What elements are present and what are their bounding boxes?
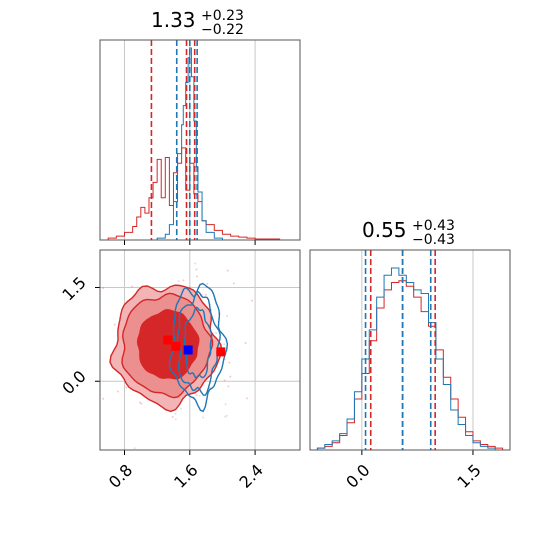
- sample-point-red: [300, 333, 302, 335]
- sample-point-red: [246, 397, 249, 400]
- sample-point-blue: [194, 262, 197, 265]
- sample-point-red: [125, 386, 128, 389]
- histogram-param-2-panel: 0.0 1.5: [309, 249, 511, 492]
- sample-point-red: [228, 361, 231, 364]
- y-tick-label: 0.0: [58, 367, 89, 398]
- sample-point-blue: [226, 315, 229, 318]
- plot-area: [310, 250, 510, 450]
- axes-frame: [99, 249, 301, 451]
- sample-point-red: [171, 416, 174, 419]
- param-2-upper-error: +0.43: [412, 218, 455, 234]
- sample-point-blue: [174, 418, 177, 421]
- sample-point-red: [251, 299, 254, 302]
- sample-point-blue: [180, 407, 183, 410]
- sample-point-blue: [223, 343, 226, 346]
- param-2-lower-error: −0.43: [412, 232, 455, 248]
- param-2-title: 0.55 +0.43 −0.43: [362, 218, 455, 248]
- sample-point-red: [229, 375, 232, 378]
- sample-point-blue: [225, 414, 228, 417]
- sample-point-blue: [174, 412, 177, 415]
- x-tick-label: 0.0: [342, 460, 373, 491]
- param-1-upper-error: +0.23: [201, 8, 244, 24]
- sample-point-blue: [215, 331, 218, 334]
- param-1-title: 1.33 +0.23 −0.22: [151, 8, 244, 38]
- sample-point-red: [196, 275, 199, 278]
- histogram-blue: [156, 47, 231, 241]
- marker-red: [163, 335, 173, 345]
- sample-point-blue: [202, 416, 205, 419]
- sample-point-red: [226, 269, 229, 272]
- joint-density-panel: 0.8 1.6 2.4 0.0 1.5: [58, 246, 302, 492]
- plot-area: [100, 40, 300, 240]
- x-tick-label: 1.5: [453, 460, 484, 491]
- marker-red: [171, 341, 181, 351]
- sample-point-red: [90, 333, 92, 335]
- sample-point-red: [102, 397, 105, 400]
- y-tick-label: 1.5: [58, 273, 89, 304]
- x-tick-label: 1.6: [170, 460, 201, 491]
- sample-point-red: [205, 293, 208, 296]
- sample-point-red: [244, 341, 247, 344]
- sample-point-blue: [224, 415, 227, 418]
- sample-point-red: [102, 287, 105, 290]
- density-layer: [90, 246, 302, 450]
- sample-point-blue: [133, 447, 136, 450]
- sample-point-red: [195, 268, 198, 271]
- param-2-median: 0.55: [362, 218, 407, 242]
- axes-frame: [99, 39, 301, 241]
- sample-point-red: [182, 279, 185, 282]
- param-1-lower-error: −0.22: [201, 22, 244, 38]
- sample-point-red: [227, 385, 230, 388]
- axes-frame: [309, 249, 511, 451]
- sample-point-red: [140, 402, 143, 405]
- sample-point-blue: [224, 403, 227, 406]
- sample-point-blue: [198, 394, 201, 397]
- histogram-red: [107, 147, 296, 241]
- sample-point-red: [138, 401, 141, 404]
- sample-point-red: [116, 390, 119, 393]
- sample-point-red: [96, 246, 98, 248]
- sample-point-red: [113, 323, 116, 326]
- histogram-param-1-panel: [99, 39, 301, 245]
- x-tick-label: 2.4: [235, 460, 266, 491]
- sample-point-red: [130, 285, 133, 288]
- sample-point-blue: [177, 280, 180, 283]
- x-tick-label: 0.8: [105, 460, 136, 491]
- sample-point-red: [232, 282, 235, 285]
- contour-blue-inner: [183, 306, 213, 379]
- marker-red: [216, 347, 226, 357]
- sample-point-red: [195, 394, 198, 397]
- sample-point-red: [206, 282, 209, 285]
- param-1-median: 1.33: [151, 8, 196, 32]
- marker-blue: [183, 345, 193, 355]
- sample-point-red: [223, 379, 226, 382]
- histogram-blue: [316, 267, 510, 451]
